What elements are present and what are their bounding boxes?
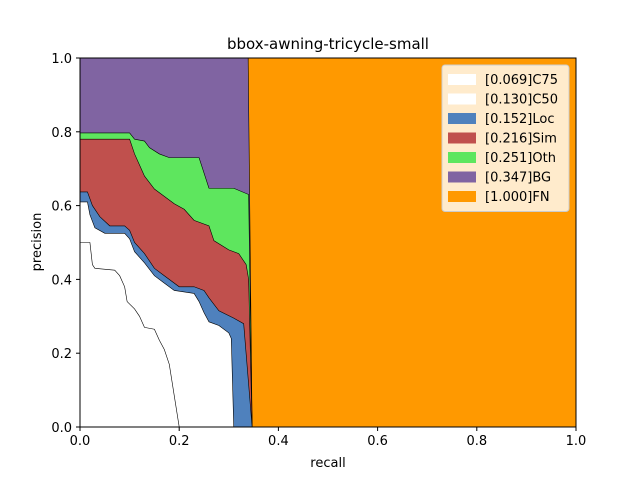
x-tick-label: 0.4 [268,434,289,449]
legend: [0.069]C75 [0.130]C50 [0.152]Loc [0.216]Sim… [441,64,570,212]
x-tick-label: 0.2 [169,434,190,449]
x-tick-label: 1.0 [566,434,587,449]
chart-title: bbox-awning-tricycle-small [227,35,429,53]
plot-frame [79,57,577,428]
legend-swatch [448,113,476,124]
area-0-069-c75 [79,242,180,428]
legend-swatch [448,191,476,202]
x-tick-label: 0.0 [70,434,91,449]
legend-swatch [448,171,476,183]
legend-swatch [448,132,476,144]
legend-label: [0.152]Loc [485,112,554,127]
y-tick-label: 0.0 [51,421,72,436]
x-axis-title: recall [310,456,345,471]
y-tick-label: 1.0 [51,52,72,67]
y-tick-label: 0.4 [51,273,72,288]
y-tick-label: 0.6 [51,200,72,215]
legend-swatch [448,93,476,105]
x-tick-label: 0.6 [367,434,388,449]
x-tick-label: 0.8 [466,434,487,449]
legend-label: [1.000]FN [485,190,550,205]
legend-swatch [448,74,476,85]
y-tick-label: 0.2 [51,347,72,362]
legend-label: [0.130]C50 [485,93,558,108]
y-axis-title: precision [30,213,45,272]
legend-label: [0.216]Sim [485,132,557,147]
legend-label: [0.347]BG [485,171,551,186]
y-axis: 0.0 0.2 0.4 0.6 0.8 1.0 [51,52,80,436]
y-tick-label: 0.8 [51,126,72,141]
legend-swatch [448,152,476,163]
x-axis: 0.0 0.2 0.4 0.6 0.8 1.0 [70,427,587,449]
legend-label: [0.069]C75 [485,73,558,88]
legend-label: [0.251]Oth [485,151,556,166]
